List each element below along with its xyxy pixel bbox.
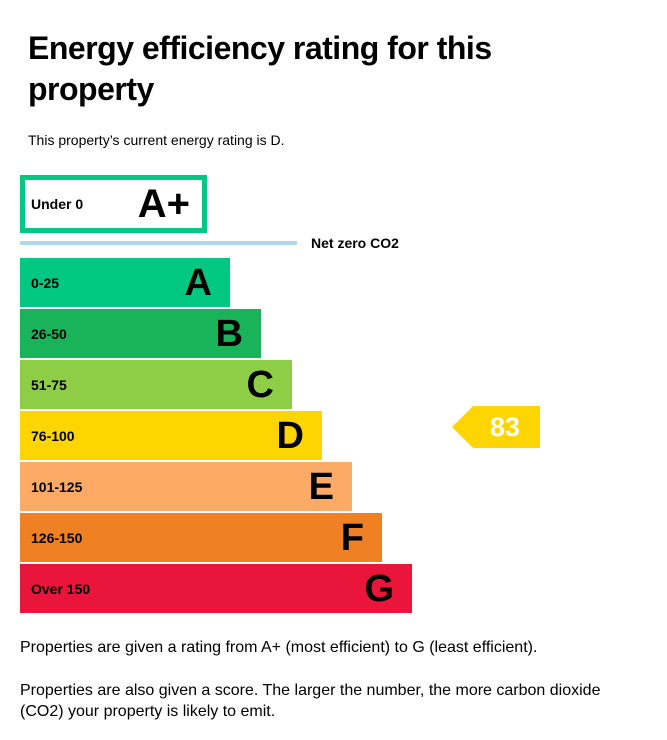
band-row-c: 51-75 C [20, 360, 647, 409]
band-grade-label: G [364, 567, 394, 610]
band-row-d: 76-100 D 83 [20, 406, 647, 460]
band-bar-g: Over 150 G [20, 564, 412, 613]
band-bar-c: 51-75 C [20, 360, 292, 409]
band-range-label: 76-100 [31, 427, 75, 444]
band-range-label: 126-150 [31, 529, 83, 546]
band-row-g: Over 150 G [20, 564, 647, 613]
current-score-pointer: 83 [452, 406, 540, 448]
net-zero-line [20, 241, 297, 245]
current-rating-text: This property’s current energy rating is… [28, 132, 285, 148]
score-explainer-text: Properties are also given a score. The l… [20, 682, 601, 720]
net-zero-label: Net zero CO2 [311, 235, 399, 251]
band-row-f: 126-150 F [20, 513, 647, 562]
band-bar-b: 26-50 B [20, 309, 261, 358]
band-row-a-plus: Under 0 A+ [20, 175, 207, 233]
band-rows: 0-25 A 26-50 B 51-75 C 76-100 D 83 101-125 E 126-15… [20, 258, 647, 613]
rating-explainer-text: Properties are given a rating from A+ (m… [20, 639, 538, 656]
band-row-b: 26-50 B [20, 309, 647, 358]
band-row-e: 101-125 E [20, 462, 647, 511]
band-bar-e: 101-125 E [20, 462, 352, 511]
band-grade-label: A [184, 261, 212, 304]
band-range-label: 51-75 [31, 376, 67, 393]
band-grade-label: D [276, 414, 304, 457]
band-range-label: 26-50 [31, 325, 67, 342]
band-grade-label: A+ [137, 182, 190, 226]
band-range-label: 101-125 [31, 478, 83, 495]
band-bar-a: 0-25 A [20, 258, 230, 307]
band-range-label: Under 0 [31, 196, 84, 212]
band-range-label: Over 150 [31, 580, 91, 597]
page-title: Energy efficiency rating for this proper… [28, 30, 492, 107]
band-row-a: 0-25 A [20, 258, 647, 307]
epc-rating-chart: Under 0 A+ Net zero CO2 0-25 A 26-50 B 51-75… [20, 175, 647, 613]
band-range-label: 0-25 [31, 274, 60, 291]
net-zero-row: Net zero CO2 [20, 235, 647, 251]
band-bar-d: 76-100 D [20, 411, 322, 460]
energy-rating-page: Energy efficiency rating for this proper… [20, 30, 647, 720]
band-grade-label: C [246, 363, 274, 406]
band-grade-label: F [340, 516, 364, 559]
band-grade-label: E [308, 465, 334, 508]
band-grade-label: B [215, 312, 243, 355]
band-bar-f: 126-150 F [20, 513, 382, 562]
